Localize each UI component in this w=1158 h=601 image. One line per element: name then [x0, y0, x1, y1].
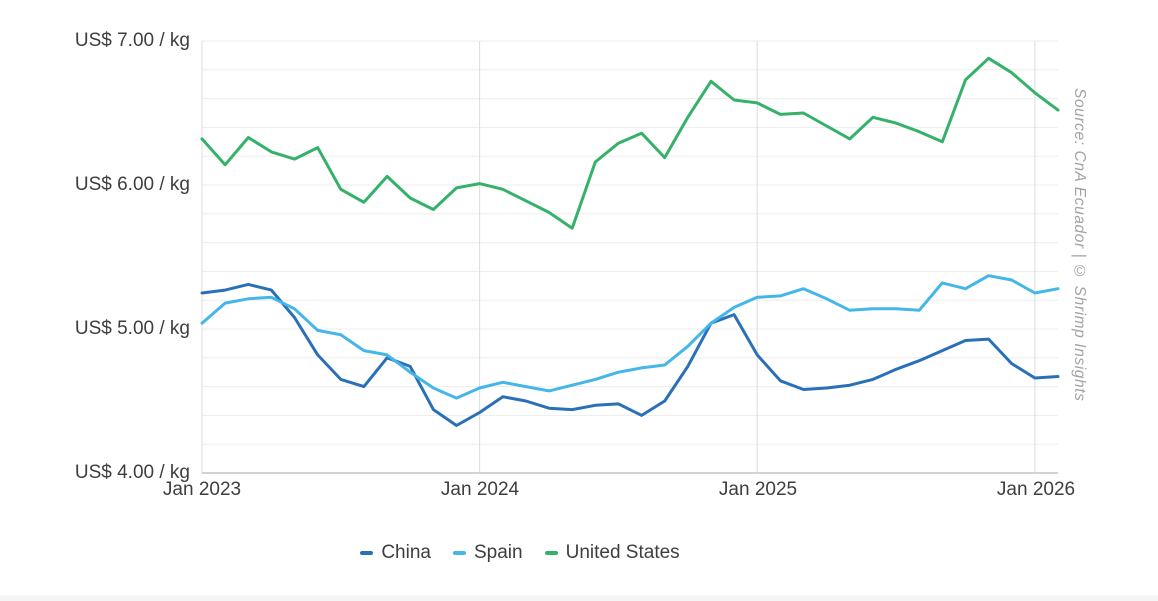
line-united-states[interactable]: [200, 56, 1060, 230]
x-tick-2024: Jan 2024: [440, 479, 520, 500]
bottom-edge-strip: [0, 595, 1158, 601]
spain-series-marker-icon: [452, 551, 466, 555]
line-china[interactable]: [200, 282, 1060, 427]
legend-item-united-states[interactable]: United States: [544, 541, 680, 565]
y-tick-6: US$ 6.00 / kg: [74, 174, 190, 195]
y-tick-5: US$ 5.00 / kg: [74, 318, 190, 339]
line-spain[interactable]: [200, 274, 1060, 400]
legend-label-china: China: [381, 542, 431, 563]
legend: China Spain United States: [0, 540, 1040, 566]
legend-label-united-states: United States: [565, 542, 680, 563]
united-states-series-marker-icon: [544, 551, 558, 555]
legend-item-china[interactable]: China: [360, 541, 431, 565]
y-tick-7: US$ 7.00 / kg: [74, 30, 190, 51]
legend-label-spain: Spain: [473, 542, 523, 563]
y-tick-4: US$ 4.00 / kg: [74, 462, 190, 483]
source-attribution: Source: CnA Ecuador | © Shrimp Insights: [1071, 88, 1088, 402]
legend-item-spain[interactable]: Spain: [452, 541, 523, 565]
x-tick-2023: Jan 2023: [162, 479, 242, 500]
plot-area: [200, 40, 1060, 474]
x-tick-2026: Jan 2026: [996, 479, 1076, 500]
gridlines: [201, 40, 1058, 474]
china-series-marker-icon: [360, 551, 374, 555]
x-tick-2025: Jan 2025: [718, 479, 798, 500]
